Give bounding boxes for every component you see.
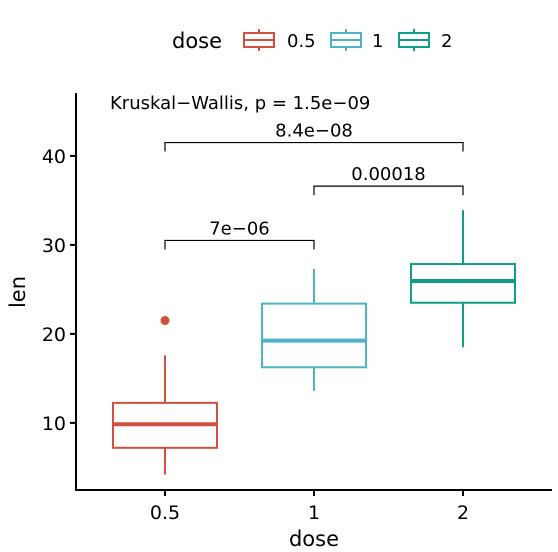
box — [410, 263, 516, 304]
box-group-1 — [261, 268, 367, 391]
comparison-bracket-0.5-vs-2: 8.4e−08 — [164, 121, 464, 152]
bracket-line — [164, 141, 464, 152]
x-axis-title: dose — [289, 527, 339, 551]
legend-label: 1 — [372, 31, 383, 52]
outlier-point — [160, 316, 170, 326]
comparison-p-value: 7e−06 — [209, 218, 270, 239]
legend-label: 2 — [441, 31, 452, 52]
plot-panel: Kruskal−Wallis, p = 1.5e−09 7e−06 0.00018 8… — [110, 93, 516, 475]
comparison-bracket-1-vs-2: 0.00018 — [313, 164, 464, 196]
comparison-p-value: 8.4e−08 — [275, 121, 353, 142]
y-axis-title: len — [6, 276, 30, 308]
legend-title: dose — [172, 29, 222, 53]
legend-item-0.5: 0.5 — [243, 29, 316, 52]
y-tick-label: 10 — [42, 413, 66, 435]
box-group-0.5 — [112, 316, 218, 475]
y-tick-label: 40 — [42, 146, 66, 168]
bracket-line — [313, 185, 464, 196]
legend-label: 0.5 — [287, 31, 316, 52]
comparison-p-value: 0.00018 — [351, 164, 425, 185]
comparison-bracket-0.5-vs-1: 7e−06 — [164, 218, 315, 250]
overall-test-label: Kruskal−Wallis, p = 1.5e−09 — [110, 93, 370, 114]
legend-item-1: 1 — [330, 29, 383, 52]
box — [261, 302, 367, 369]
y-tick-label: 30 — [42, 235, 66, 257]
legend-item-2: 2 — [398, 29, 452, 52]
x-tick-label: 2 — [457, 502, 469, 524]
box-group-2 — [410, 210, 516, 348]
x-tick-label: 0.5 — [150, 502, 180, 524]
x-tick-label: 1 — [308, 502, 320, 524]
legend: dose 0.5 1 2 — [172, 29, 452, 53]
axes: dose len 10 20 30 40 0.5 1 2 — [6, 93, 552, 551]
bracket-line — [164, 239, 315, 250]
y-tick-label: 20 — [42, 324, 66, 346]
